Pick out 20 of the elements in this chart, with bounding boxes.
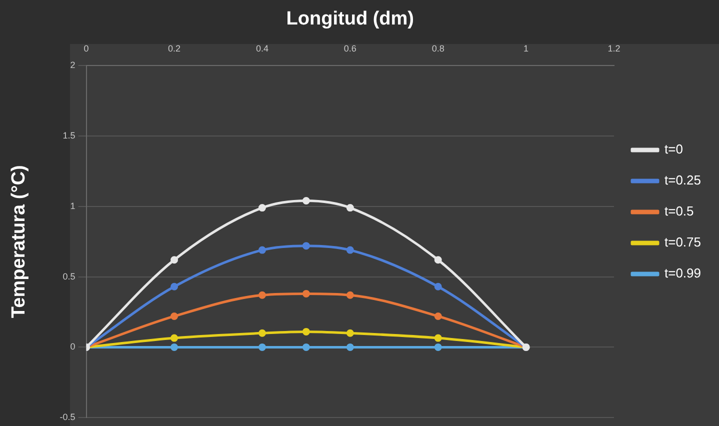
y-tick-label: 1: [70, 200, 76, 211]
y-axis-title: Temperatura (°C): [8, 165, 30, 318]
x-tick-label: 1.2: [608, 44, 620, 54]
legend-label: t=0.99: [664, 266, 702, 281]
y-tick-label: 2: [70, 60, 76, 70]
legend-label: t=0.5: [664, 204, 694, 219]
x-tick-label: 0.4: [256, 44, 268, 54]
x-tick-label: 0.6: [344, 44, 356, 54]
legend-label: t=0.25: [664, 172, 702, 188]
x-tick-label: 0.2: [168, 44, 181, 54]
y-tick-label: 1.5: [62, 130, 76, 140]
x-tick-label: 0: [84, 44, 89, 54]
y-tick-label: -0.5: [60, 412, 76, 422]
legend-label: t=0.75: [664, 234, 702, 250]
x-tick-label: 1: [524, 44, 529, 54]
x-tick-label: 0.8: [432, 44, 444, 54]
y-tick-label: 0.5: [62, 271, 76, 282]
x-axis-title: Longitud (dm): [286, 8, 414, 30]
legend-label: t=0: [664, 142, 683, 157]
y-tick-label: 0: [70, 342, 76, 352]
